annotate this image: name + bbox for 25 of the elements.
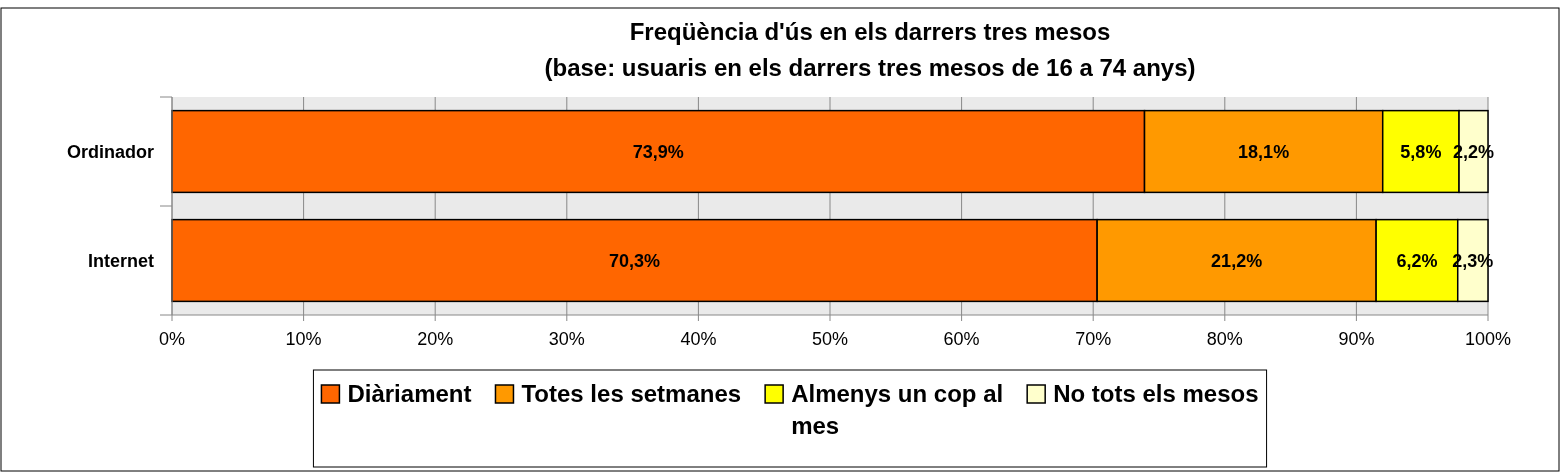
chart-subtitle: (base: usuaris en els darrers tres mesos de 16 a 74 anys)	[544, 54, 1196, 81]
y-tick-label: Internet	[87, 250, 154, 271]
data-label: 70,3%	[609, 250, 661, 271]
x-tick-label: 40%	[680, 329, 717, 349]
x-tick-label: 90%	[1338, 329, 1375, 349]
legend-label: Totes les setmanes	[521, 380, 742, 407]
legend-label: Diàriament	[347, 380, 472, 407]
y-tick-label: Ordinador	[66, 141, 154, 162]
data-label: 73,9%	[632, 141, 684, 162]
x-tick-label: 100%	[1464, 329, 1512, 349]
x-tick-label: 30%	[548, 329, 585, 349]
legend-label: No tots els mesos	[1053, 380, 1259, 407]
x-tick-label: 50%	[811, 329, 849, 349]
x-tick-label: 70%	[1075, 329, 1112, 349]
x-tick-label: 80%	[1206, 329, 1243, 349]
x-tick-label: 10%	[285, 329, 322, 349]
legend-label: Almenys un cop al mes	[791, 380, 1004, 439]
x-tick-label: 20%	[417, 329, 454, 349]
data-label: 18,1%	[1238, 141, 1290, 162]
x-tick-label: 0%	[158, 329, 186, 349]
x-tick-label: 60%	[943, 329, 980, 349]
data-label: 6,2%	[1396, 250, 1438, 271]
chart-title: Freqüència d'ús en els darrers tres mesos	[629, 18, 1111, 45]
data-label: 5,8%	[1400, 141, 1442, 162]
data-label: 21,2%	[1211, 250, 1263, 271]
